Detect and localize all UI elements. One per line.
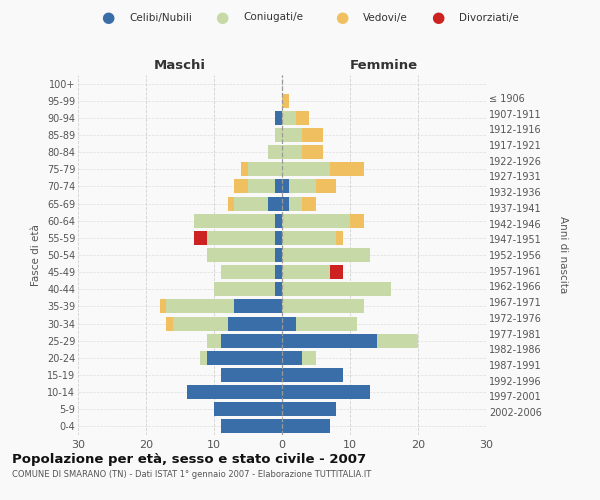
- Bar: [282, 145, 302, 159]
- Bar: [302, 145, 323, 159]
- Bar: [207, 334, 221, 347]
- Bar: [302, 196, 316, 210]
- Bar: [268, 196, 282, 210]
- Bar: [275, 214, 282, 228]
- Bar: [329, 265, 343, 279]
- Bar: [282, 282, 391, 296]
- Bar: [350, 214, 364, 228]
- Bar: [329, 162, 364, 176]
- Text: ●: ●: [335, 10, 349, 25]
- Bar: [221, 265, 275, 279]
- Bar: [289, 180, 316, 194]
- Text: ●: ●: [431, 10, 445, 25]
- Bar: [194, 231, 207, 245]
- Bar: [268, 145, 282, 159]
- Bar: [302, 351, 316, 365]
- Bar: [282, 248, 370, 262]
- Bar: [282, 111, 296, 125]
- Text: ●: ●: [101, 10, 115, 25]
- Bar: [207, 231, 275, 245]
- Bar: [282, 420, 329, 434]
- Bar: [227, 196, 235, 210]
- Bar: [275, 265, 282, 279]
- Text: Divorziati/e: Divorziati/e: [459, 12, 519, 22]
- Text: Popolazione per età, sesso e stato civile - 2007: Popolazione per età, sesso e stato civil…: [12, 452, 366, 466]
- Text: Celibi/Nubili: Celibi/Nubili: [129, 12, 192, 22]
- Bar: [282, 334, 377, 347]
- Text: Femmine: Femmine: [350, 60, 418, 72]
- Bar: [282, 94, 289, 108]
- Bar: [282, 300, 364, 314]
- Bar: [241, 162, 248, 176]
- Bar: [282, 265, 329, 279]
- Text: COMUNE DI SMARANO (TN) - Dati ISTAT 1° gennaio 2007 - Elaborazione TUTTITALIA.IT: COMUNE DI SMARANO (TN) - Dati ISTAT 1° g…: [12, 470, 371, 479]
- Bar: [296, 111, 309, 125]
- Bar: [282, 214, 350, 228]
- Bar: [282, 385, 370, 399]
- Bar: [282, 231, 337, 245]
- Bar: [282, 368, 343, 382]
- Bar: [337, 231, 343, 245]
- Bar: [235, 196, 268, 210]
- Bar: [275, 231, 282, 245]
- Bar: [275, 282, 282, 296]
- Bar: [160, 300, 166, 314]
- Bar: [282, 196, 289, 210]
- Bar: [166, 316, 173, 330]
- Bar: [275, 248, 282, 262]
- Y-axis label: Anni di nascita: Anni di nascita: [559, 216, 568, 294]
- Bar: [200, 351, 207, 365]
- Text: Vedovi/e: Vedovi/e: [363, 12, 408, 22]
- Bar: [214, 402, 282, 416]
- Bar: [227, 316, 282, 330]
- Bar: [194, 214, 275, 228]
- Bar: [248, 162, 282, 176]
- Text: Maschi: Maschi: [154, 60, 206, 72]
- Bar: [221, 334, 282, 347]
- Bar: [275, 128, 282, 142]
- Bar: [235, 180, 248, 194]
- Bar: [289, 196, 302, 210]
- Bar: [282, 316, 296, 330]
- Bar: [316, 180, 337, 194]
- Bar: [173, 316, 227, 330]
- Bar: [207, 248, 275, 262]
- Bar: [275, 180, 282, 194]
- Bar: [221, 368, 282, 382]
- Bar: [282, 402, 337, 416]
- Bar: [221, 420, 282, 434]
- Y-axis label: Fasce di età: Fasce di età: [31, 224, 41, 286]
- Bar: [377, 334, 418, 347]
- Bar: [282, 128, 302, 142]
- Bar: [282, 351, 302, 365]
- Text: ●: ●: [215, 10, 229, 25]
- Bar: [207, 351, 282, 365]
- Bar: [214, 282, 275, 296]
- Bar: [166, 300, 235, 314]
- Bar: [282, 162, 329, 176]
- Text: Coniugati/e: Coniugati/e: [243, 12, 303, 22]
- Bar: [302, 128, 323, 142]
- Bar: [296, 316, 357, 330]
- Bar: [235, 300, 282, 314]
- Bar: [282, 180, 289, 194]
- Bar: [187, 385, 282, 399]
- Bar: [275, 111, 282, 125]
- Bar: [248, 180, 275, 194]
